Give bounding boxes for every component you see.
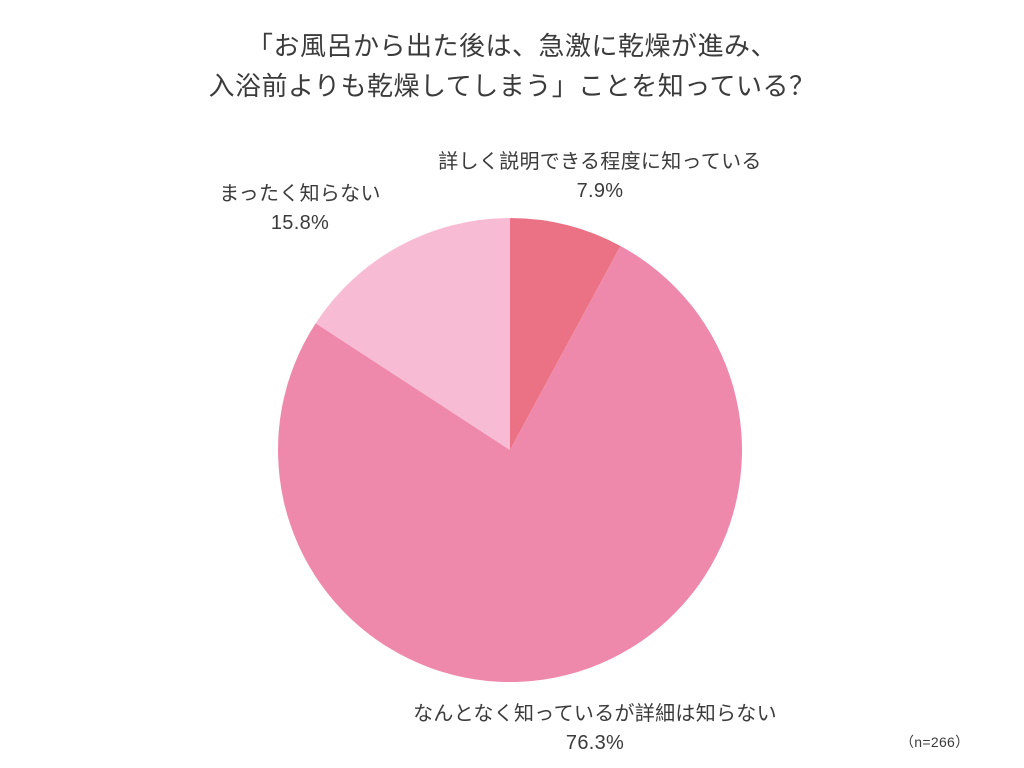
- pie-label-value: 76.3%: [566, 732, 624, 754]
- pie-label-know_detail: 詳しく説明できる程度に知っている 7.9%: [438, 148, 761, 206]
- sample-size-note: （n=266）: [900, 732, 969, 752]
- pie-label-know_somewhat: なんとなく知っているが詳細は知らない 76.3%: [413, 700, 777, 758]
- title-line-1: 「お風呂から出た後は、急激に乾燥が進み、: [247, 31, 777, 61]
- pie-label-value: 15.8%: [271, 212, 329, 234]
- pie-label-value: 7.9%: [577, 180, 624, 202]
- pie-chart: [278, 218, 742, 682]
- pie-label-text: なんとなく知っているが詳細は知らない: [413, 703, 777, 725]
- chart-stage: 「お風呂から出た後は、急激に乾燥が進み、 入浴前よりも乾燥してしまう」ことを知っ…: [0, 0, 1024, 768]
- pie-label-text: まったく知らない: [219, 183, 381, 205]
- pie-label-text: 詳しく説明できる程度に知っている: [438, 151, 761, 173]
- title-line-2: 入浴前よりも乾燥してしまう」ことを知っている？: [209, 71, 816, 101]
- pie-label-not_know: まったく知らない 15.8%: [219, 180, 381, 238]
- chart-title: 「お風呂から出た後は、急激に乾燥が進み、 入浴前よりも乾燥してしまう」ことを知っ…: [0, 26, 1024, 107]
